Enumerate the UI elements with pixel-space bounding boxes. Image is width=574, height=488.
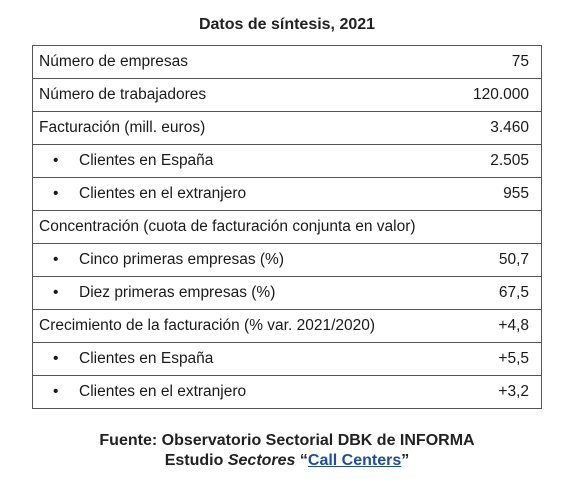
table-row: Crecimiento de la facturación (% var. 20…	[32, 309, 542, 343]
quote-open: “	[295, 452, 308, 469]
bullet-icon: •	[53, 152, 59, 169]
row-label: • Clientes en el extranjero	[32, 375, 462, 409]
bullet-icon: •	[53, 185, 59, 202]
row-label: • Diez primeras empresas (%)	[32, 276, 462, 310]
quote-close: ”	[401, 452, 410, 469]
bullet-icon: •	[53, 251, 59, 268]
study-italic: Sectores	[227, 452, 296, 469]
table-row: • Clientes en el extranjero 955	[32, 177, 542, 211]
row-value: +5,5	[461, 342, 542, 376]
row-label: • Clientes en España	[32, 144, 462, 178]
table-row: • Clientes en España 2.505	[32, 144, 542, 178]
row-label: Facturación (mill. euros)	[32, 111, 462, 145]
table-row: • Clientes en el extranjero +3,2	[32, 375, 542, 409]
table-row: Concentración (cuota de facturación conj…	[32, 210, 542, 244]
table-row: Facturación (mill. euros) 3.460	[32, 111, 542, 145]
table-row: • Cinco primeras empresas (%) 50,7	[32, 243, 542, 277]
study-line: Estudio Sectores “Call Centers”	[0, 451, 574, 471]
row-value	[461, 210, 542, 244]
row-label: Crecimiento de la facturación (% var. 20…	[32, 309, 462, 343]
table-row: Número de trabajadores 120.000	[32, 78, 542, 112]
row-value: 955	[461, 177, 542, 211]
bullet-icon: •	[53, 284, 59, 301]
row-label: • Clientes en el extranjero	[32, 177, 462, 211]
row-value: 120.000	[461, 78, 542, 112]
table-row: Número de empresas 75	[32, 45, 542, 79]
row-label: • Cinco primeras empresas (%)	[32, 243, 462, 277]
row-value: +4,8	[461, 309, 542, 343]
study-prefix: Estudio	[164, 452, 228, 469]
row-value: 50,7	[461, 243, 542, 277]
table-row: • Diez primeras empresas (%) 67,5	[32, 276, 542, 310]
row-value: 2.505	[461, 144, 542, 178]
bullet-icon: •	[53, 383, 59, 400]
row-value: 67,5	[461, 276, 542, 310]
table-title: Datos de síntesis, 2021	[198, 16, 376, 33]
row-label: Número de trabajadores	[32, 78, 462, 112]
source-footer: Fuente: Observatorio Sectorial DBK de IN…	[0, 431, 574, 471]
call-centers-link[interactable]: Call Centers	[307, 452, 402, 469]
row-label: • Clientes en España	[32, 342, 462, 376]
row-value: 3.460	[461, 111, 542, 145]
row-value: +3,2	[461, 375, 542, 409]
bullet-icon: •	[53, 350, 59, 367]
row-value: 75	[461, 45, 542, 79]
row-label: Concentración (cuota de facturación conj…	[32, 210, 462, 244]
table-row: • Clientes en España +5,5	[32, 342, 542, 376]
summary-table: Número de empresas 75 Número de trabajad…	[32, 45, 542, 409]
row-label: Número de empresas	[32, 45, 462, 79]
source-line: Fuente: Observatorio Sectorial DBK de IN…	[99, 432, 475, 449]
